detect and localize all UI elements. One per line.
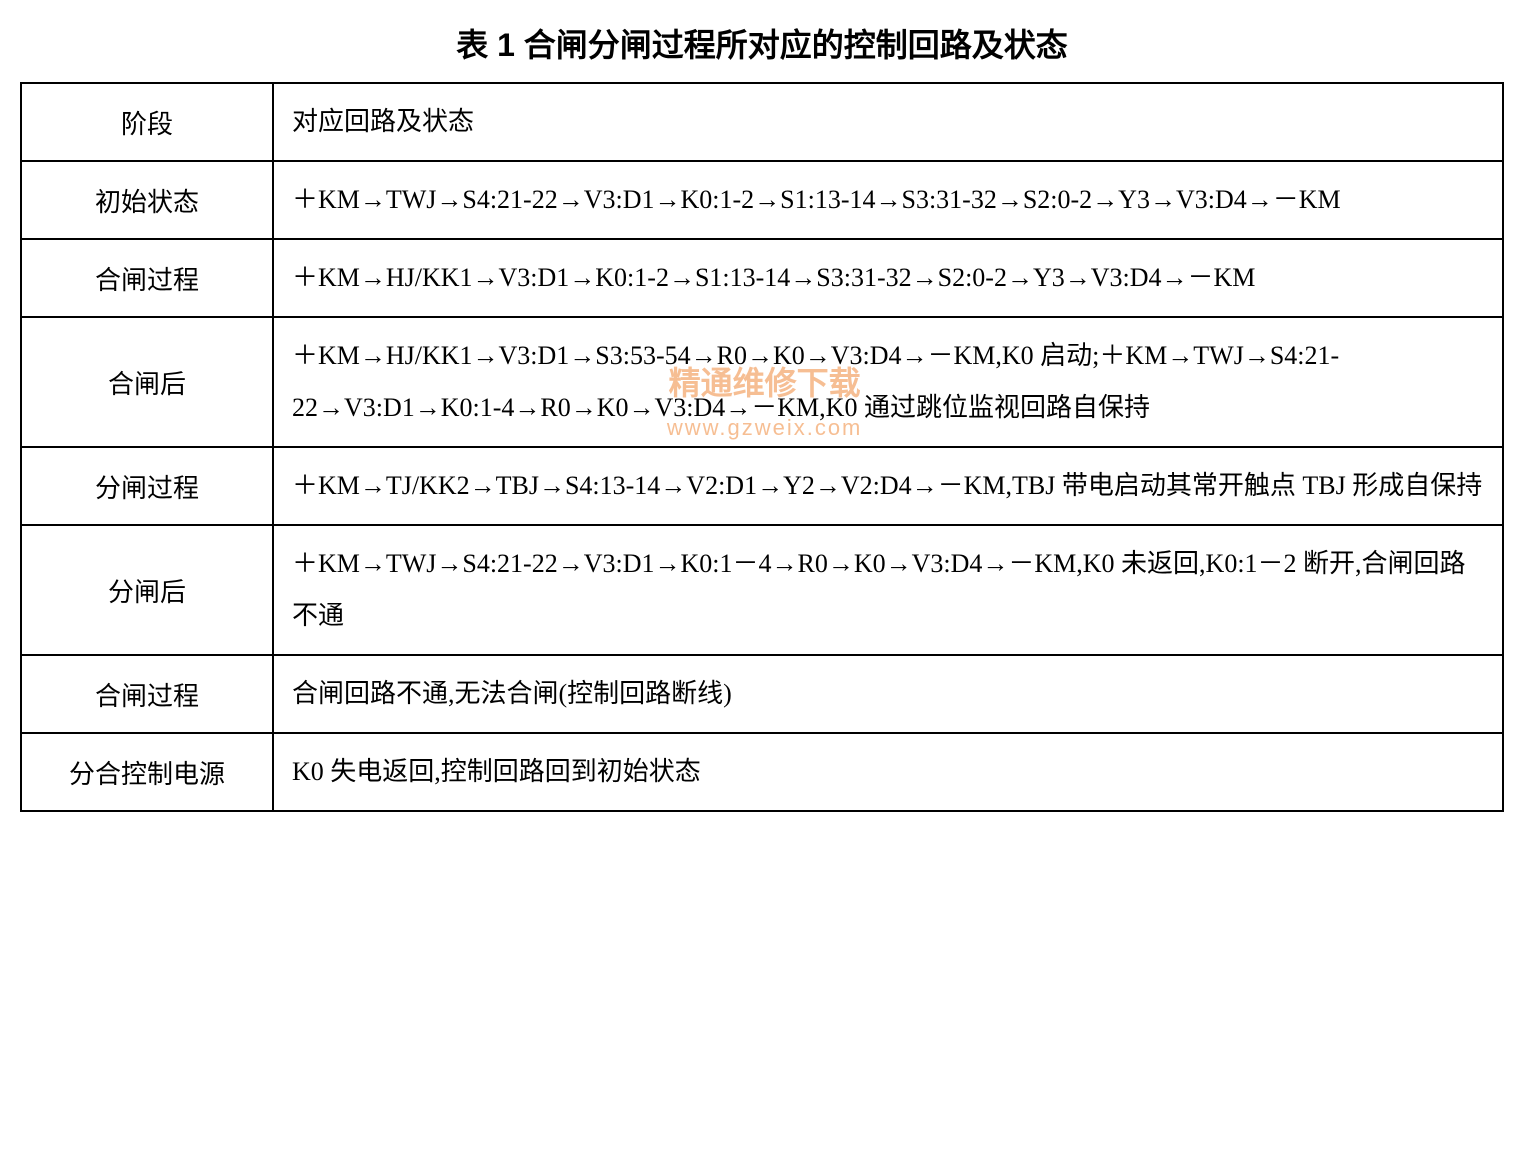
content-text: ＋KM→HJ/KK1→V3:D1→S3:53-54→R0→K0→V3:D4→－K…	[292, 341, 1339, 422]
content-cell: ＋KM→TWJ→S4:21-22→V3:D1→K0:1-2→S1:13-14→S…	[273, 161, 1503, 239]
phase-cell: 合闸过程	[21, 655, 273, 733]
header-phase: 阶段	[21, 83, 273, 161]
table-header-row: 阶段 对应回路及状态	[21, 83, 1503, 161]
table-row: 合闸过程 合闸回路不通,无法合闸(控制回路断线)	[21, 655, 1503, 733]
table-row: 合闸过程 ＋KM→HJ/KK1→V3:D1→K0:1-2→S1:13-14→S3…	[21, 239, 1503, 317]
phase-cell: 合闸后	[21, 317, 273, 447]
content-cell: ＋KM→HJ/KK1→V3:D1→S3:53-54→R0→K0→V3:D4→－K…	[273, 317, 1503, 447]
phase-cell: 合闸过程	[21, 239, 273, 317]
phase-cell: 分闸过程	[21, 447, 273, 525]
content-cell: ＋KM→TWJ→S4:21-22→V3:D1→K0:1－4→R0→K0→V3:D…	[273, 525, 1503, 655]
header-content: 对应回路及状态	[273, 83, 1503, 161]
table-row: 分合控制电源 K0 失电返回,控制回路回到初始状态	[21, 733, 1503, 811]
content-cell: K0 失电返回,控制回路回到初始状态	[273, 733, 1503, 811]
table-row: 分闸过程 ＋KM→TJ/KK2→TBJ→S4:13-14→V2:D1→Y2→V2…	[21, 447, 1503, 525]
table-row: 合闸后 ＋KM→HJ/KK1→V3:D1→S3:53-54→R0→K0→V3:D…	[21, 317, 1503, 447]
content-cell: ＋KM→TJ/KK2→TBJ→S4:13-14→V2:D1→Y2→V2:D4→－…	[273, 447, 1503, 525]
table-title: 表 1 合闸分闸过程所对应的控制回路及状态	[20, 20, 1504, 66]
table-row: 分闸后 ＋KM→TWJ→S4:21-22→V3:D1→K0:1－4→R0→K0→…	[21, 525, 1503, 655]
table-row: 初始状态 ＋KM→TWJ→S4:21-22→V3:D1→K0:1-2→S1:13…	[21, 161, 1503, 239]
phase-cell: 初始状态	[21, 161, 273, 239]
content-cell: 合闸回路不通,无法合闸(控制回路断线)	[273, 655, 1503, 733]
content-cell: ＋KM→HJ/KK1→V3:D1→K0:1-2→S1:13-14→S3:31-3…	[273, 239, 1503, 317]
circuit-state-table: 阶段 对应回路及状态 初始状态 ＋KM→TWJ→S4:21-22→V3:D1→K…	[20, 82, 1504, 812]
phase-cell: 分合控制电源	[21, 733, 273, 811]
phase-cell: 分闸后	[21, 525, 273, 655]
